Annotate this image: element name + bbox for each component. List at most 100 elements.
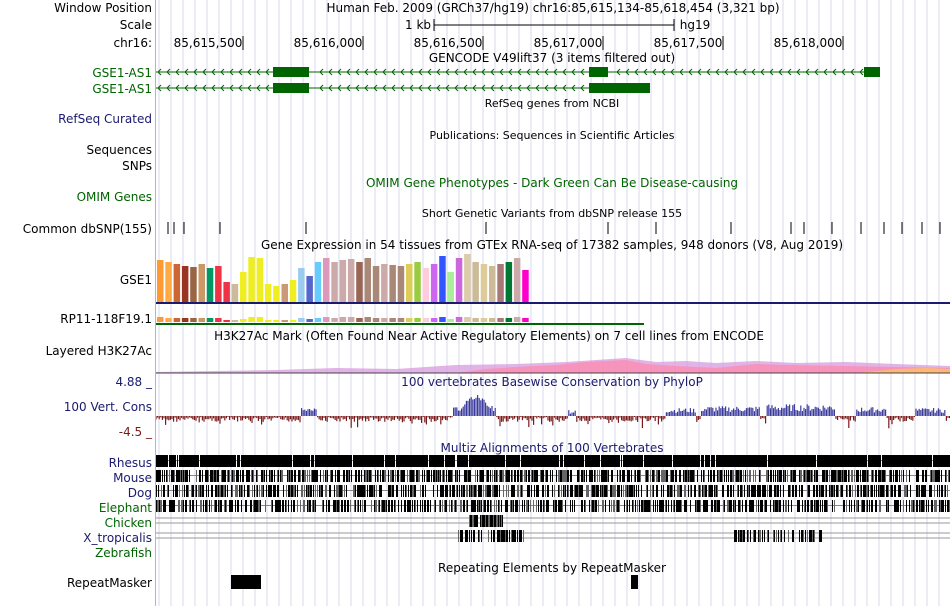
alignment-block	[511, 470, 512, 482]
repeatmasker-elements[interactable]	[231, 575, 638, 589]
gtex-expression-bars-small[interactable]	[157, 317, 529, 322]
alignment-block	[493, 485, 494, 497]
alignment-block	[257, 500, 258, 512]
gtex-bar-small	[331, 318, 338, 322]
alignment-block	[860, 470, 861, 482]
alignment-block	[157, 500, 158, 512]
phylop-conservation-wiggle[interactable]	[156, 395, 950, 429]
alignment-block	[735, 470, 736, 482]
alignment-block	[787, 455, 788, 467]
alignment-block	[164, 470, 165, 482]
alignment-block	[568, 455, 569, 467]
alignment-block	[593, 500, 594, 512]
multiz-alignment-rows[interactable]	[156, 455, 950, 542]
alignment-block	[161, 455, 162, 467]
alignment-block	[396, 455, 397, 467]
strand-arrow	[454, 68, 459, 76]
species-label-elephant[interactable]: Elephant	[98, 501, 152, 515]
gtex-expression-bars[interactable]	[157, 254, 529, 302]
gencode-gene-label-1[interactable]: GSE1-AS1	[92, 66, 152, 80]
alignment-block	[283, 485, 284, 497]
alignment-block	[758, 455, 759, 467]
dbsnp-track-label[interactable]: Common dbSNP(155)	[22, 222, 152, 236]
alignment-block	[391, 470, 392, 482]
alignment-block	[480, 515, 481, 527]
strand-arrow	[193, 84, 198, 92]
alignment-block	[799, 455, 800, 467]
alignment-block	[669, 485, 670, 497]
alignment-block	[652, 455, 653, 467]
alignment-block	[475, 455, 476, 467]
gencode-gene-1[interactable]	[156, 67, 880, 77]
species-label-xtropicalis[interactable]: X_tropicalis	[83, 531, 152, 545]
repeatmasker-track-label[interactable]: RepeatMasker	[66, 576, 152, 590]
alignment-block	[556, 455, 557, 467]
alignment-block	[294, 500, 295, 512]
gencode-gene-2[interactable]	[156, 83, 650, 93]
alignment-block	[218, 470, 219, 482]
alignment-block	[452, 500, 453, 512]
alignment-block	[865, 485, 866, 497]
snps-track-label[interactable]: SNPs	[122, 159, 152, 173]
refseq-track-label[interactable]: RefSeq Curated	[58, 112, 152, 126]
alignment-block	[181, 470, 182, 482]
alignment-block	[365, 455, 366, 467]
gtex-gene-label[interactable]: GSE1	[119, 273, 152, 287]
species-label-rhesus[interactable]: Rhesus	[108, 456, 152, 470]
alignment-block	[461, 530, 462, 542]
alignment-block	[878, 455, 879, 467]
alignment-block	[863, 485, 864, 497]
alignment-block	[616, 500, 617, 512]
alignment-block	[826, 455, 827, 467]
alignment-block	[660, 500, 661, 512]
alignment-block	[918, 485, 919, 497]
h3k27ac-signal[interactable]	[156, 358, 950, 374]
alignment-block	[429, 455, 430, 467]
sequences-track-label[interactable]: Sequences	[86, 143, 152, 157]
species-label-chicken[interactable]: Chicken	[104, 516, 152, 530]
window-position-label: Window Position	[54, 1, 152, 15]
dbsnp-variants[interactable]	[167, 222, 941, 234]
alignment-block	[935, 500, 936, 512]
alignment-block	[758, 500, 759, 512]
species-label-dog[interactable]: Dog	[127, 486, 152, 500]
alignment-block	[244, 455, 245, 467]
alignment-block	[562, 455, 563, 467]
alignment-block	[644, 500, 645, 512]
alignment-block	[806, 470, 807, 482]
alignment-block	[674, 485, 675, 497]
alignment-block	[236, 470, 237, 482]
alignment-block	[717, 485, 718, 497]
alignment-block	[674, 500, 675, 512]
species-label-mouse[interactable]: Mouse	[113, 471, 152, 485]
alignment-block	[659, 470, 660, 482]
alignment-block	[191, 485, 192, 497]
gencode-gene-label-2[interactable]: GSE1-AS1	[92, 82, 152, 96]
track-image[interactable]	[156, 0, 950, 606]
alignment-block	[262, 470, 263, 482]
alignment-block	[899, 485, 900, 497]
species-label-zebrafish[interactable]: Zebrafish	[95, 546, 152, 560]
alignment-block	[473, 530, 474, 542]
gtex-gene-label-2[interactable]: RP11-118F19.1	[60, 312, 152, 326]
alignment-block	[749, 500, 750, 512]
alignment-block	[474, 455, 475, 467]
alignment-block	[691, 455, 692, 467]
h3k27ac-track-label[interactable]: Layered H3K27Ac	[45, 344, 152, 358]
alignment-block	[773, 530, 774, 542]
alignment-block	[491, 530, 492, 542]
strand-arrow	[157, 84, 162, 92]
alignment-block	[703, 485, 704, 497]
alignment-block	[260, 500, 261, 512]
cons-track-label[interactable]: 100 Vert. Cons	[63, 400, 152, 414]
alignment-block	[749, 485, 750, 497]
omim-track-label[interactable]: OMIM Genes	[76, 190, 152, 204]
alignment-block	[778, 470, 779, 482]
alignment-block	[933, 470, 934, 482]
alignment-block	[791, 500, 792, 512]
alignment-block	[561, 500, 562, 512]
alignment-block	[940, 500, 941, 512]
alignment-block	[572, 485, 573, 497]
alignment-block	[762, 500, 763, 512]
alignment-block	[607, 470, 608, 482]
